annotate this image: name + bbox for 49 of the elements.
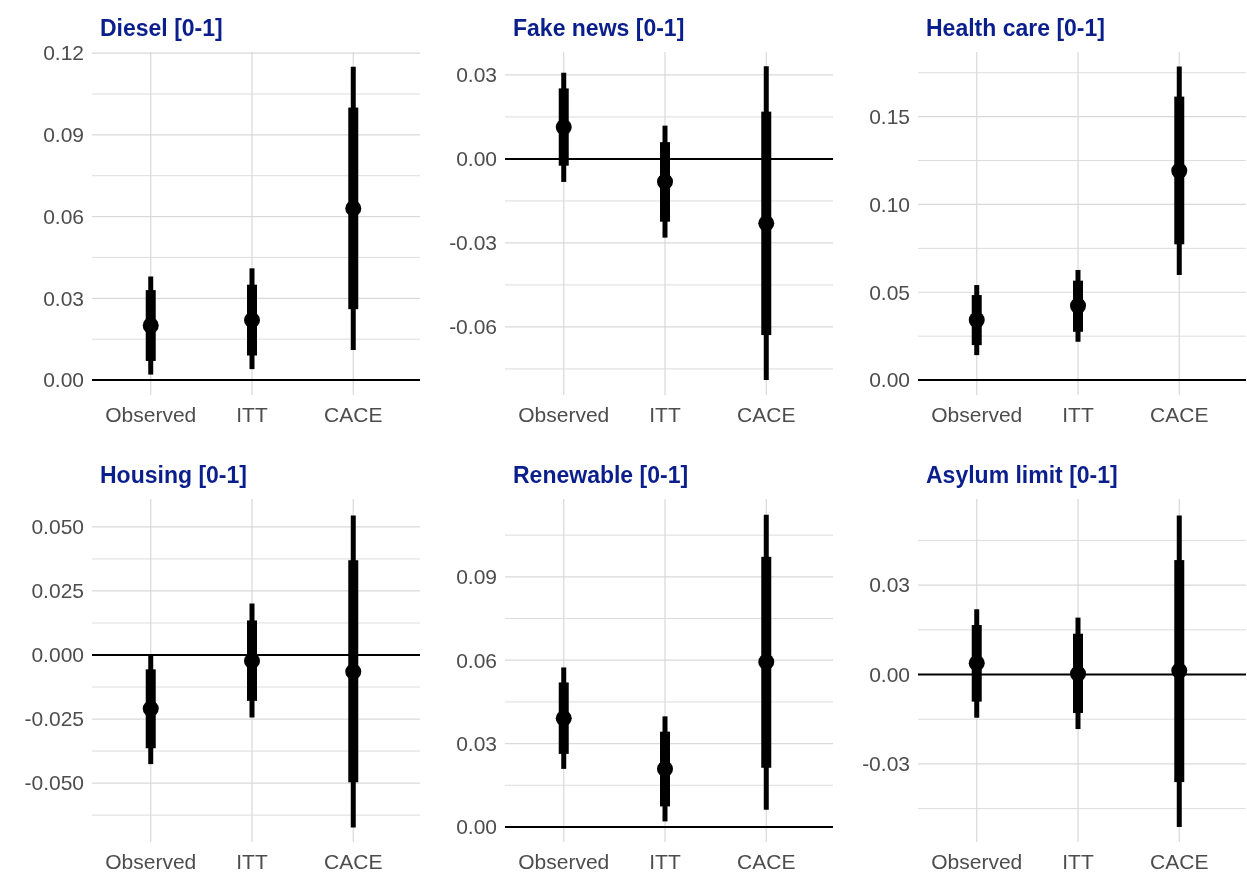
- y-tick-label: 0.00: [869, 368, 910, 392]
- y-tick-label: -0.050: [24, 771, 84, 795]
- x-tick-label: ITT: [649, 403, 681, 426]
- chart-title: Fake news [0-1]: [513, 15, 685, 41]
- y-tick-label: 0.12: [43, 41, 84, 65]
- x-tick-label: ITT: [1062, 850, 1094, 873]
- y-tick-label: 0.000: [31, 643, 84, 667]
- x-tick-label: Observed: [931, 850, 1023, 873]
- x-tick-label: Observed: [518, 403, 610, 426]
- y-tick-label: 0.00: [869, 662, 910, 686]
- y-tick-label: -0.025: [24, 707, 84, 731]
- y-tick-label: -0.03: [449, 231, 497, 255]
- y-tick-label: 0.03: [869, 573, 910, 597]
- x-tick-label: CACE: [737, 850, 796, 873]
- y-tick-label: 0.00: [456, 147, 497, 171]
- y-tick-label: 0.10: [869, 192, 910, 216]
- y-tick-label: 0.06: [43, 204, 84, 228]
- x-tick-label: Observed: [105, 850, 197, 873]
- x-tick-label: Observed: [105, 403, 197, 426]
- y-tick-label: 0.05: [869, 280, 910, 304]
- x-tick-label: Observed: [518, 850, 610, 873]
- x-tick-label: ITT: [649, 850, 681, 873]
- y-tick-label: -0.06: [449, 315, 497, 339]
- chart-title: Diesel [0-1]: [100, 15, 223, 41]
- y-tick-label: 0.025: [31, 579, 84, 603]
- x-tick-label: CACE: [1150, 403, 1209, 426]
- y-tick-label: 0.09: [43, 123, 84, 147]
- y-tick-label: 0.09: [456, 565, 497, 589]
- chart-title: Asylum limit [0-1]: [926, 462, 1118, 488]
- x-tick-label: CACE: [324, 850, 383, 873]
- x-tick-label: ITT: [1062, 403, 1094, 426]
- x-tick-label: ITT: [236, 850, 268, 873]
- chart-title: Health care [0-1]: [926, 15, 1105, 41]
- chart-title: Renewable [0-1]: [513, 462, 689, 488]
- x-tick-label: CACE: [737, 403, 796, 426]
- x-tick-label: CACE: [324, 403, 383, 426]
- y-tick-label: 0.15: [869, 104, 910, 128]
- y-tick-label: 0.06: [456, 648, 497, 672]
- y-tick-label: 0.03: [456, 63, 497, 87]
- x-tick-label: Observed: [931, 403, 1023, 426]
- y-tick-label: 0.050: [31, 515, 84, 539]
- y-tick-label: 0.00: [456, 815, 497, 839]
- y-tick-label: 0.03: [43, 286, 84, 310]
- x-tick-label: CACE: [1150, 850, 1209, 873]
- chart-title: Housing [0-1]: [100, 462, 247, 488]
- y-tick-label: 0.00: [43, 368, 84, 392]
- y-tick-label: -0.03: [862, 752, 910, 776]
- x-tick-label: ITT: [236, 403, 268, 426]
- y-tick-label: 0.03: [456, 731, 497, 755]
